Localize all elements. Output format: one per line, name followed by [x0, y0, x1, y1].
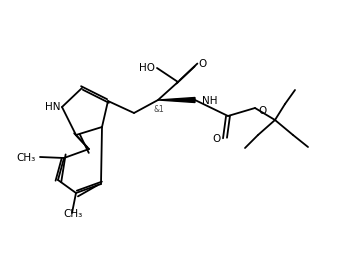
- Text: &1: &1: [154, 104, 165, 114]
- Text: O: O: [198, 59, 206, 69]
- Text: O: O: [213, 134, 221, 144]
- Text: CH₃: CH₃: [17, 153, 36, 163]
- Text: NH: NH: [202, 96, 218, 106]
- Text: HN: HN: [45, 102, 60, 112]
- Text: CH₃: CH₃: [64, 209, 82, 219]
- Polygon shape: [158, 98, 195, 103]
- Text: HO: HO: [139, 63, 155, 73]
- Text: O: O: [258, 106, 266, 116]
